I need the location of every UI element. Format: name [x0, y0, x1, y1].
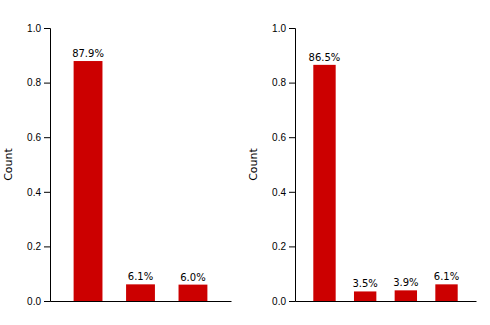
y-tick-mark [44, 137, 50, 138]
y-tick-label: 0.2 [27, 241, 41, 252]
y-tick-label: 0.8 [272, 77, 286, 88]
y-tick-mark [289, 246, 295, 247]
y-tick: 0.0 [272, 296, 295, 307]
y-tick-label: 0.4 [27, 187, 41, 198]
y-axis-title: Count [2, 147, 15, 180]
y-tick: 0.2 [27, 241, 50, 252]
data-label: 6.1% [434, 271, 459, 282]
bar [313, 65, 335, 301]
bar [435, 284, 457, 301]
plot-area [313, 65, 457, 301]
y-tick-label: 0.0 [272, 296, 286, 307]
y-tick-mark [289, 83, 295, 84]
y-axis: 0.0 0.2 0.4 0.6 0.8 1.0 [27, 23, 50, 307]
y-tick: 0.4 [272, 187, 295, 198]
y-tick-mark [44, 192, 50, 193]
data-label: 6.1% [128, 271, 153, 282]
plot-area [74, 61, 208, 301]
y-axis-line [289, 29, 296, 302]
y-tick-label: 0.0 [27, 296, 41, 307]
y-tick: 0.6 [27, 132, 50, 143]
y-tick: 0.8 [27, 77, 50, 88]
bar [126, 284, 155, 301]
y-tick-mark [44, 83, 50, 84]
figure: 0.00.20.40.60.81.0Count87.9%6.1%6.0%0.00… [0, 0, 490, 325]
bar [74, 61, 103, 301]
x-axis-line [51, 301, 232, 302]
data-label: 86.5% [309, 52, 341, 63]
y-tick-label: 0.4 [272, 187, 286, 198]
y-tick-label: 0.6 [27, 132, 41, 143]
y-tick-mark [44, 28, 50, 29]
bar [354, 291, 376, 301]
y-tick-label: 1.0 [272, 23, 286, 34]
y-tick: 1.0 [272, 23, 295, 34]
data-label: 6.0% [180, 272, 205, 283]
y-tick-label: 0.6 [272, 132, 286, 143]
y-tick-label: 0.8 [27, 77, 41, 88]
bar-chart: 0.0 0.2 0.4 0.6 0.8 1.0 Count 87.9% 6.1% 6.0% [2, 23, 232, 307]
x-axis-line [296, 301, 477, 302]
y-axis-line [44, 29, 51, 302]
bar-chart: 0.0 0.2 0.4 0.6 0.8 1.0 Count 86.5% 3.5% 3.9% 6.1% [247, 23, 477, 307]
y-tick-label: 0.2 [272, 241, 286, 252]
y-tick: 0.0 [27, 296, 50, 307]
data-label: 3.5% [352, 278, 377, 289]
y-tick-mark [289, 137, 295, 138]
y-tick-mark [44, 301, 50, 302]
y-tick-mark [289, 192, 295, 193]
y-tick-mark [289, 28, 295, 29]
data-labels: 86.5% 3.5% 3.9% 6.1% [309, 52, 460, 290]
data-labels: 87.9% 6.1% 6.0% [72, 48, 206, 283]
bar [179, 285, 208, 301]
y-tick: 0.6 [272, 132, 295, 143]
data-label: 3.9% [393, 277, 418, 288]
y-axis: 0.0 0.2 0.4 0.6 0.8 1.0 [272, 23, 295, 307]
y-tick: 0.8 [272, 77, 295, 88]
y-tick: 0.2 [272, 241, 295, 252]
y-tick-mark [289, 301, 295, 302]
bar [395, 290, 417, 301]
y-tick: 1.0 [27, 23, 50, 34]
y-axis-title: Count [247, 147, 260, 180]
y-tick: 0.4 [27, 187, 50, 198]
y-tick-mark [44, 246, 50, 247]
y-tick-label: 1.0 [27, 23, 41, 34]
data-label: 87.9% [72, 48, 104, 59]
